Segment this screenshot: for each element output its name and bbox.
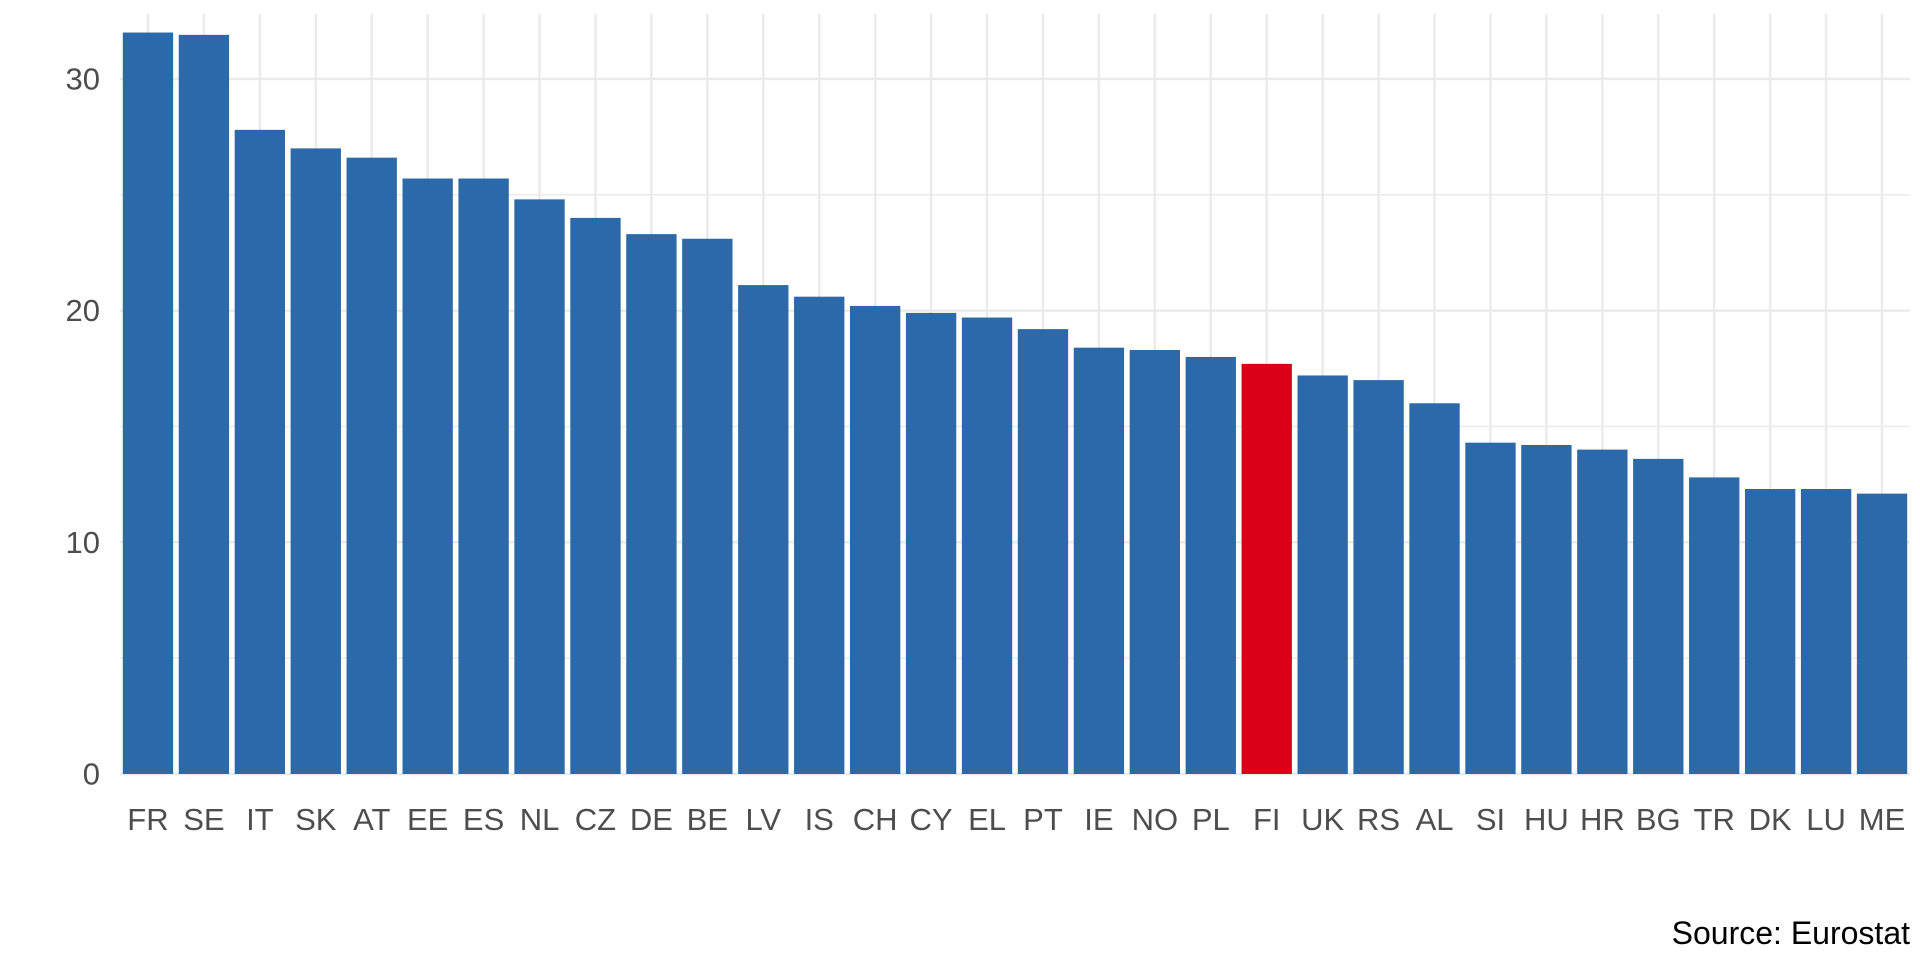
bar-pl (1185, 356, 1236, 774)
x-tick-label: PL (1192, 802, 1230, 837)
x-tick-label: IE (1084, 802, 1113, 837)
x-tick-label: HR (1580, 802, 1625, 837)
x-tick-label: ES (463, 802, 504, 837)
y-tick-label: 10 (66, 525, 100, 560)
bar-be (682, 238, 733, 774)
x-tick-label: BG (1636, 802, 1681, 837)
bar-rs (1353, 380, 1404, 774)
x-tick-label: AT (353, 802, 390, 837)
bar-ch (849, 305, 901, 774)
x-tick-label: AL (1416, 802, 1454, 837)
x-tick-label: CH (853, 802, 898, 837)
bar-hu (1521, 444, 1572, 774)
x-tick-label: FI (1253, 802, 1281, 837)
x-tick-label: SK (295, 802, 337, 837)
bar-ee (402, 178, 453, 774)
bar-dk (1744, 489, 1796, 774)
bar-lv (738, 285, 789, 774)
x-tick-label: ME (1859, 802, 1906, 837)
y-axis: 0 10 20 30 (66, 61, 100, 791)
x-tick-label: EE (407, 802, 448, 837)
x-tick-label: NO (1132, 802, 1179, 837)
bar-lu (1800, 489, 1852, 774)
bar-pt (1017, 329, 1069, 774)
bar-es (458, 178, 509, 774)
source-caption: Source: Eurostat (1671, 915, 1910, 951)
bar-it (234, 129, 286, 775)
bar-layer (122, 32, 1908, 775)
x-tick-label: BE (687, 802, 728, 837)
bar-hr (1577, 449, 1628, 774)
x-tick-label: SE (183, 802, 224, 837)
x-axis: FR SE IT SK AT EE ES NL CZ DE BE LV IS CH CY EL PT IE NO PL… (127, 802, 1905, 837)
x-tick-label: TR (1694, 802, 1735, 837)
bar-fi (1241, 363, 1292, 774)
bar-at (346, 157, 397, 774)
x-tick-label: IT (246, 802, 274, 837)
x-tick-label: SI (1476, 802, 1505, 837)
x-tick-label: LU (1806, 802, 1846, 837)
x-tick-label: EL (968, 802, 1006, 837)
x-tick-label: UK (1301, 802, 1344, 837)
bar-me (1856, 493, 1908, 774)
y-tick-label: 20 (66, 293, 100, 328)
bar-si (1465, 442, 1516, 774)
y-tick-label: 30 (66, 61, 100, 96)
bar-no (1129, 349, 1181, 774)
bar-el (961, 317, 1013, 774)
bar-ie (1073, 347, 1125, 774)
bar-nl (514, 199, 565, 775)
x-tick-label: DE (630, 802, 673, 837)
bar-cz (570, 217, 621, 774)
x-tick-label: NL (520, 802, 560, 837)
x-tick-label: IS (805, 802, 834, 837)
bar-al (1409, 403, 1460, 774)
x-tick-label: LV (745, 802, 781, 837)
x-tick-label: DK (1749, 802, 1792, 837)
bar-fr (122, 32, 174, 775)
bar-bg (1633, 458, 1684, 774)
bar-sk (290, 148, 341, 774)
bar-is (794, 296, 845, 774)
bar-tr (1689, 477, 1740, 774)
bar-se (178, 34, 230, 775)
x-tick-label: CY (910, 802, 953, 837)
x-tick-label: HU (1524, 802, 1569, 837)
x-tick-label: FR (127, 802, 168, 837)
x-tick-label: CZ (575, 802, 616, 837)
bar-cy (905, 312, 957, 774)
bar-de (626, 234, 677, 774)
bar-uk (1297, 375, 1348, 774)
x-tick-label: PT (1023, 802, 1063, 837)
x-tick-label: RS (1357, 802, 1400, 837)
y-tick-label: 0 (83, 757, 100, 792)
